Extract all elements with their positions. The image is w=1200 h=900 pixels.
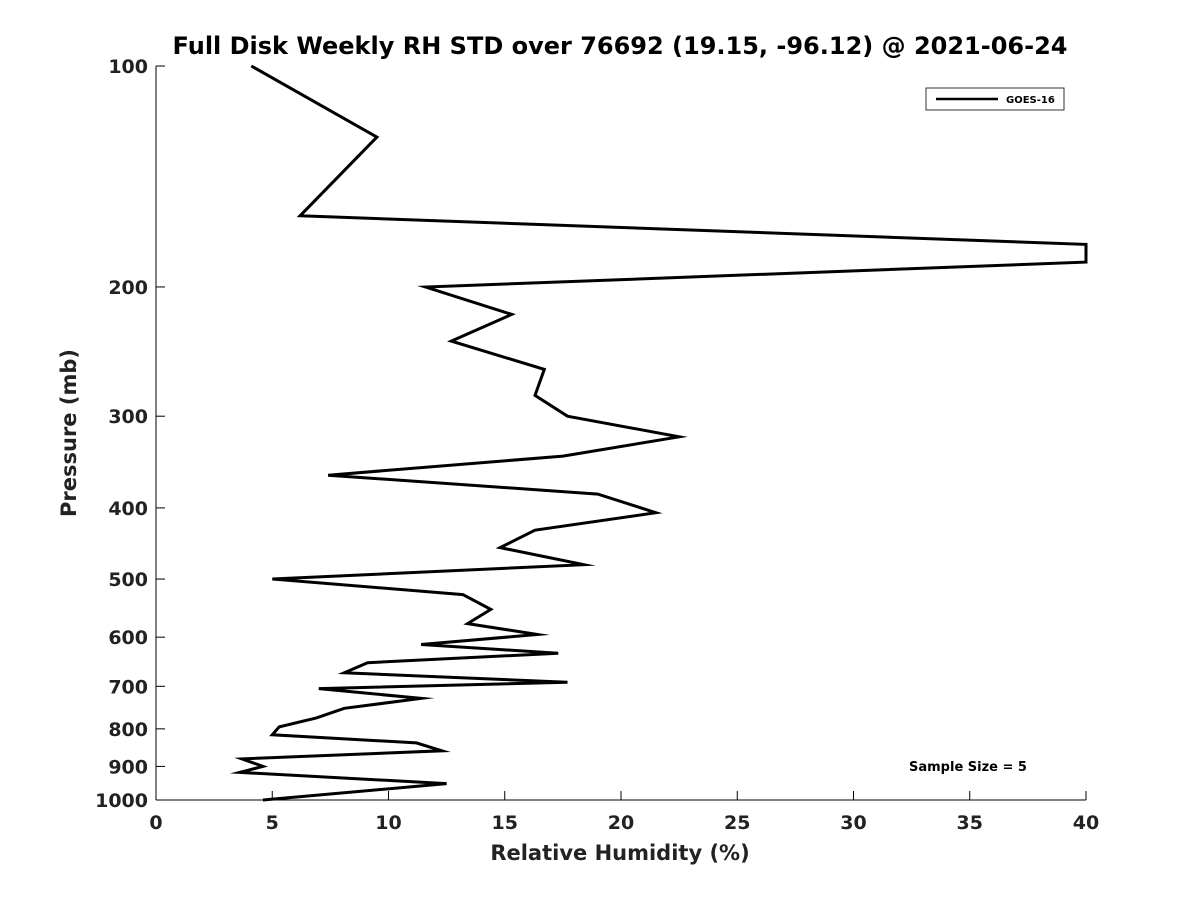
y-tick-label: 1000: [95, 790, 148, 812]
x-axis-label: Relative Humidity (%): [490, 841, 749, 865]
y-tick-label: 200: [108, 277, 148, 299]
y-tick-label: 800: [108, 719, 148, 741]
series-line-goes-16: [229, 64, 1088, 802]
legend-label: GOES-16: [1006, 95, 1055, 106]
x-tick-label: 25: [724, 812, 750, 834]
legend: GOES-16: [925, 87, 1065, 111]
y-tick-label: 100: [108, 56, 148, 78]
y-tick-label: 500: [108, 569, 148, 591]
y-axis-label: Pressure (mb): [57, 349, 81, 517]
x-tick-label: 30: [840, 812, 866, 834]
y-tick-label: 900: [108, 756, 148, 778]
x-tick-label: 0: [149, 812, 162, 834]
chart-title: Full Disk Weekly RH STD over 76692 (19.1…: [173, 32, 1068, 60]
y-tick-label: 600: [108, 627, 148, 649]
series-layer: [229, 64, 1088, 802]
x-tick-label: 20: [608, 812, 634, 834]
x-tick-label: 15: [492, 812, 518, 834]
x-tick-label: 35: [957, 812, 983, 834]
y-tick-label: 300: [108, 406, 148, 428]
y-tick-label: 700: [108, 676, 148, 698]
y-tick-label: 400: [108, 498, 148, 520]
x-tick-label: 40: [1073, 812, 1099, 834]
x-tick-label: 10: [375, 812, 401, 834]
x-tick-label: 5: [266, 812, 279, 834]
x-ticks: 0 5 10 15 20 25 30 35 40: [149, 791, 1099, 834]
y-ticks: 100 200 300 400 500 600 700 800 900 1000: [95, 56, 165, 812]
sample-size-annotation: Sample Size = 5: [909, 760, 1027, 775]
plot-area: [155, 66, 1086, 801]
